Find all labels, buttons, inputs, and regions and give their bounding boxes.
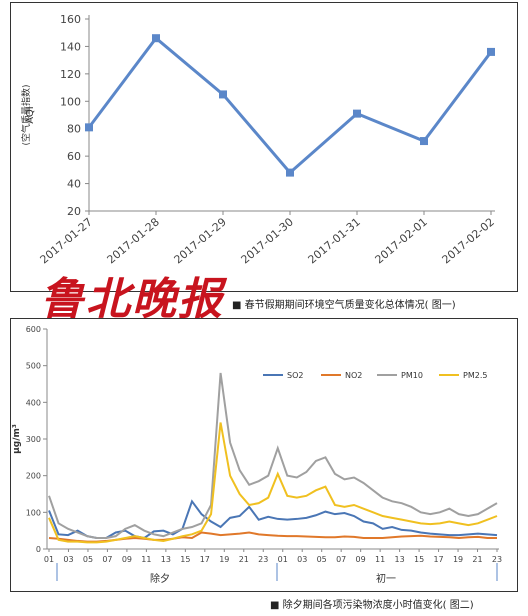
- legend-label: NO2: [345, 371, 362, 380]
- y-tick-label: 200: [26, 472, 41, 481]
- pollutant-chart: 0 100 200 300 400 500 600 μg/m³ 01 03 05 07 09 11 13 15…: [12, 325, 502, 585]
- newspaper-masthead-logo: 鲁北晚报: [40, 274, 228, 325]
- x-tick-label: 21: [239, 555, 249, 564]
- x-tick-label: 09: [356, 555, 366, 564]
- aqi-data-point: [85, 123, 93, 132]
- y-tick-label: 20: [67, 205, 81, 218]
- period-label: 初一: [376, 572, 396, 585]
- x-tick-label: 13: [161, 555, 171, 564]
- aqi-data-point: [286, 168, 294, 177]
- x-tick-label: 2017-02-02: [440, 215, 497, 266]
- x-tick-label: 01: [44, 555, 54, 564]
- x-tick-label: 17: [200, 555, 210, 564]
- x-tick-label: 15: [414, 555, 424, 564]
- legend-label: PM2.5: [463, 371, 487, 380]
- chart-caption-top: ■ 春节假期期间环境空气质量变化总体情况( 图一): [232, 300, 456, 311]
- y-tick-label: 300: [26, 435, 41, 444]
- x-tick-label: 19: [219, 555, 229, 564]
- x-tick-label: 07: [336, 555, 346, 564]
- x-tick-label: 01: [278, 555, 288, 564]
- x-tick-label: 03: [297, 555, 307, 564]
- x-tick-label: 07: [102, 555, 112, 564]
- x-tick-label: 2017-01-27: [38, 215, 95, 266]
- chart-caption-bottom: ■ 除夕期间各项污染物浓度小时值变化( 图二): [270, 600, 474, 611]
- x-tick-label: 05: [317, 555, 327, 564]
- aqi-chart: 20 40 60 80 100 120 140 160 2017-01-27 2017-01-28…: [20, 13, 497, 266]
- y-axis-title-unit: AQI: [25, 106, 36, 124]
- x-tick-label: 21: [472, 555, 482, 564]
- x-tick-label: 23: [492, 555, 502, 564]
- svg-text:鲁北晚报: 鲁北晚报: [40, 274, 228, 325]
- y-tick-label: 160: [60, 13, 81, 26]
- y-tick-label: 100: [60, 95, 81, 108]
- aqi-chart-panel: 20 40 60 80 100 120 140 160 2017-01-27 2017-01-28…: [10, 2, 518, 292]
- x-tick-label: 03: [63, 555, 73, 564]
- y-tick-label: 80: [67, 123, 81, 136]
- pollutant-chart-panel: 0 100 200 300 400 500 600 μg/m³ 01 03 05 07 09 11 13 15…: [10, 318, 518, 592]
- x-tick-label: 11: [375, 555, 385, 564]
- x-tick-label: 2017-01-28: [105, 215, 162, 266]
- y-axis-title: (空气质量指数): [20, 84, 32, 145]
- y-tick-label: 120: [60, 68, 81, 81]
- period-label: 除夕: [150, 572, 170, 585]
- y-tick-label: 60: [67, 150, 81, 163]
- series-line-pm10: [48, 372, 498, 539]
- y-tick-label: 400: [26, 398, 41, 407]
- x-tick-label: 17: [433, 555, 443, 564]
- series-line-so2: [48, 499, 498, 540]
- y-tick-label: 600: [26, 325, 41, 334]
- legend-label: SO2: [287, 371, 303, 380]
- aqi-data-point: [353, 109, 361, 118]
- y-tick-label: 100: [26, 508, 41, 517]
- x-tick-label: 11: [141, 555, 151, 564]
- x-tick-label: 15: [180, 555, 190, 564]
- aqi-data-point: [219, 90, 227, 99]
- y-tick-label: 500: [26, 362, 41, 371]
- x-tick-label: 13: [395, 555, 405, 564]
- legend-label: PM10: [401, 371, 423, 380]
- y-axis-title-prefix: (空气质量指数): [20, 84, 32, 145]
- aqi-data-point: [420, 137, 428, 146]
- x-tick-label: 09: [122, 555, 132, 564]
- x-tick-label: 05: [83, 555, 93, 564]
- y-tick-label: 140: [60, 40, 81, 53]
- y-tick-label: 0: [36, 545, 41, 554]
- x-tick-label: 23: [258, 555, 268, 564]
- aqi-series-line: [87, 36, 493, 175]
- aqi-data-point: [152, 34, 160, 43]
- x-tick-label: 2017-01-29: [172, 215, 229, 266]
- y-tick-label: 40: [67, 178, 81, 191]
- x-tick-label: 2017-02-01: [373, 215, 430, 266]
- y-axis-title: μg/m³: [12, 424, 22, 454]
- series-line-pm25: [48, 422, 498, 544]
- x-tick-label: 19: [453, 555, 463, 564]
- x-tick-label: 2017-01-30: [239, 215, 296, 266]
- x-tick-label: 2017-01-31: [306, 215, 363, 266]
- aqi-data-point: [487, 47, 495, 56]
